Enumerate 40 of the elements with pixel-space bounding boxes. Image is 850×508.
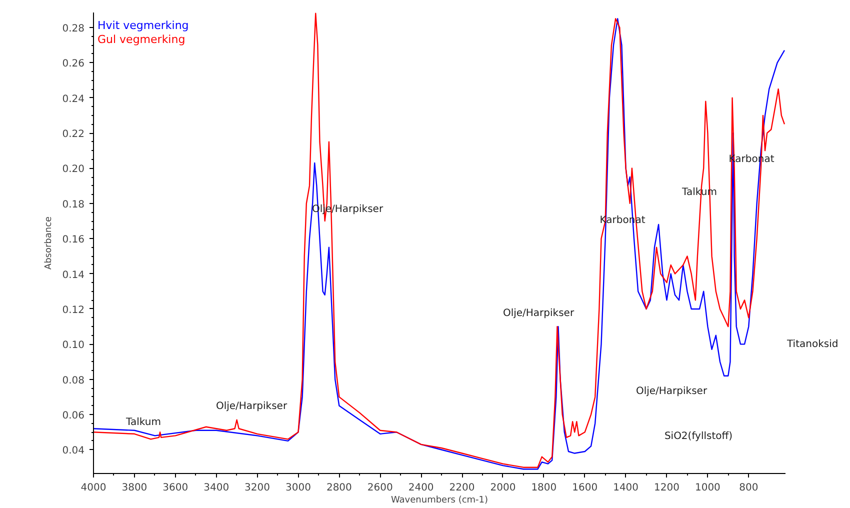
- y-tick-label: 0.08: [62, 375, 84, 386]
- y-tick-label: 0.24: [62, 94, 84, 105]
- y-tick-label: 0.04: [62, 446, 84, 457]
- x-tick-label: 2200: [449, 482, 475, 494]
- x-axis-title: Wavenumbers (cm-1): [390, 496, 488, 506]
- x-tick-label: 1200: [654, 482, 680, 494]
- text: Gul vegmerking: [98, 33, 186, 46]
- y-tick-label: 0.28: [62, 23, 84, 34]
- x-tick-label: 3800: [122, 482, 148, 494]
- y-tick-label: 0.14: [62, 270, 84, 281]
- x-tick-label: 1800: [531, 482, 557, 494]
- annotation: Talkum: [125, 417, 161, 428]
- x-tick-label: 1400: [613, 482, 639, 494]
- y-tick-label: 0.06: [62, 410, 84, 422]
- text: Titanoksid: [787, 338, 838, 352]
- y-tick-label: 0.22: [62, 129, 84, 140]
- x-tick-label: 1000: [694, 482, 720, 494]
- x-tick-label: 800: [739, 482, 758, 494]
- x-tick-label: 1600: [572, 482, 598, 494]
- y-tick-label: 0.26: [62, 58, 84, 70]
- annotation: Olje/Harpikser: [216, 401, 288, 412]
- y-tick-label: 0.18: [62, 199, 84, 210]
- x-tick-label: 2800: [326, 482, 352, 494]
- y-axis-title: Absorbance: [44, 216, 54, 270]
- annotation: SiO2(fyllstoff): [664, 431, 733, 442]
- x-tick-label: 2400: [408, 482, 434, 494]
- x-tick-label: 3600: [162, 482, 188, 494]
- x-tick-label: 3000: [286, 482, 311, 494]
- y-tick-label: 0.10: [62, 340, 84, 352]
- x-tick-label: 2600: [367, 482, 393, 494]
- annotation: Olje/Harpikser: [636, 386, 708, 397]
- y-tick-label: 0.20: [62, 164, 84, 176]
- y-tick-label: 0.16: [62, 234, 84, 246]
- text: Hvit vegmerking: [98, 19, 189, 32]
- x-tick-label: 3400: [204, 482, 230, 494]
- y-tick-label: 0.12: [62, 304, 84, 316]
- x-tick-label: 3200: [244, 482, 270, 494]
- x-tick-label: 2000: [490, 482, 516, 494]
- x-tick-label: 4000: [80, 482, 106, 494]
- annotation: Olje/Harpikser: [502, 308, 575, 319]
